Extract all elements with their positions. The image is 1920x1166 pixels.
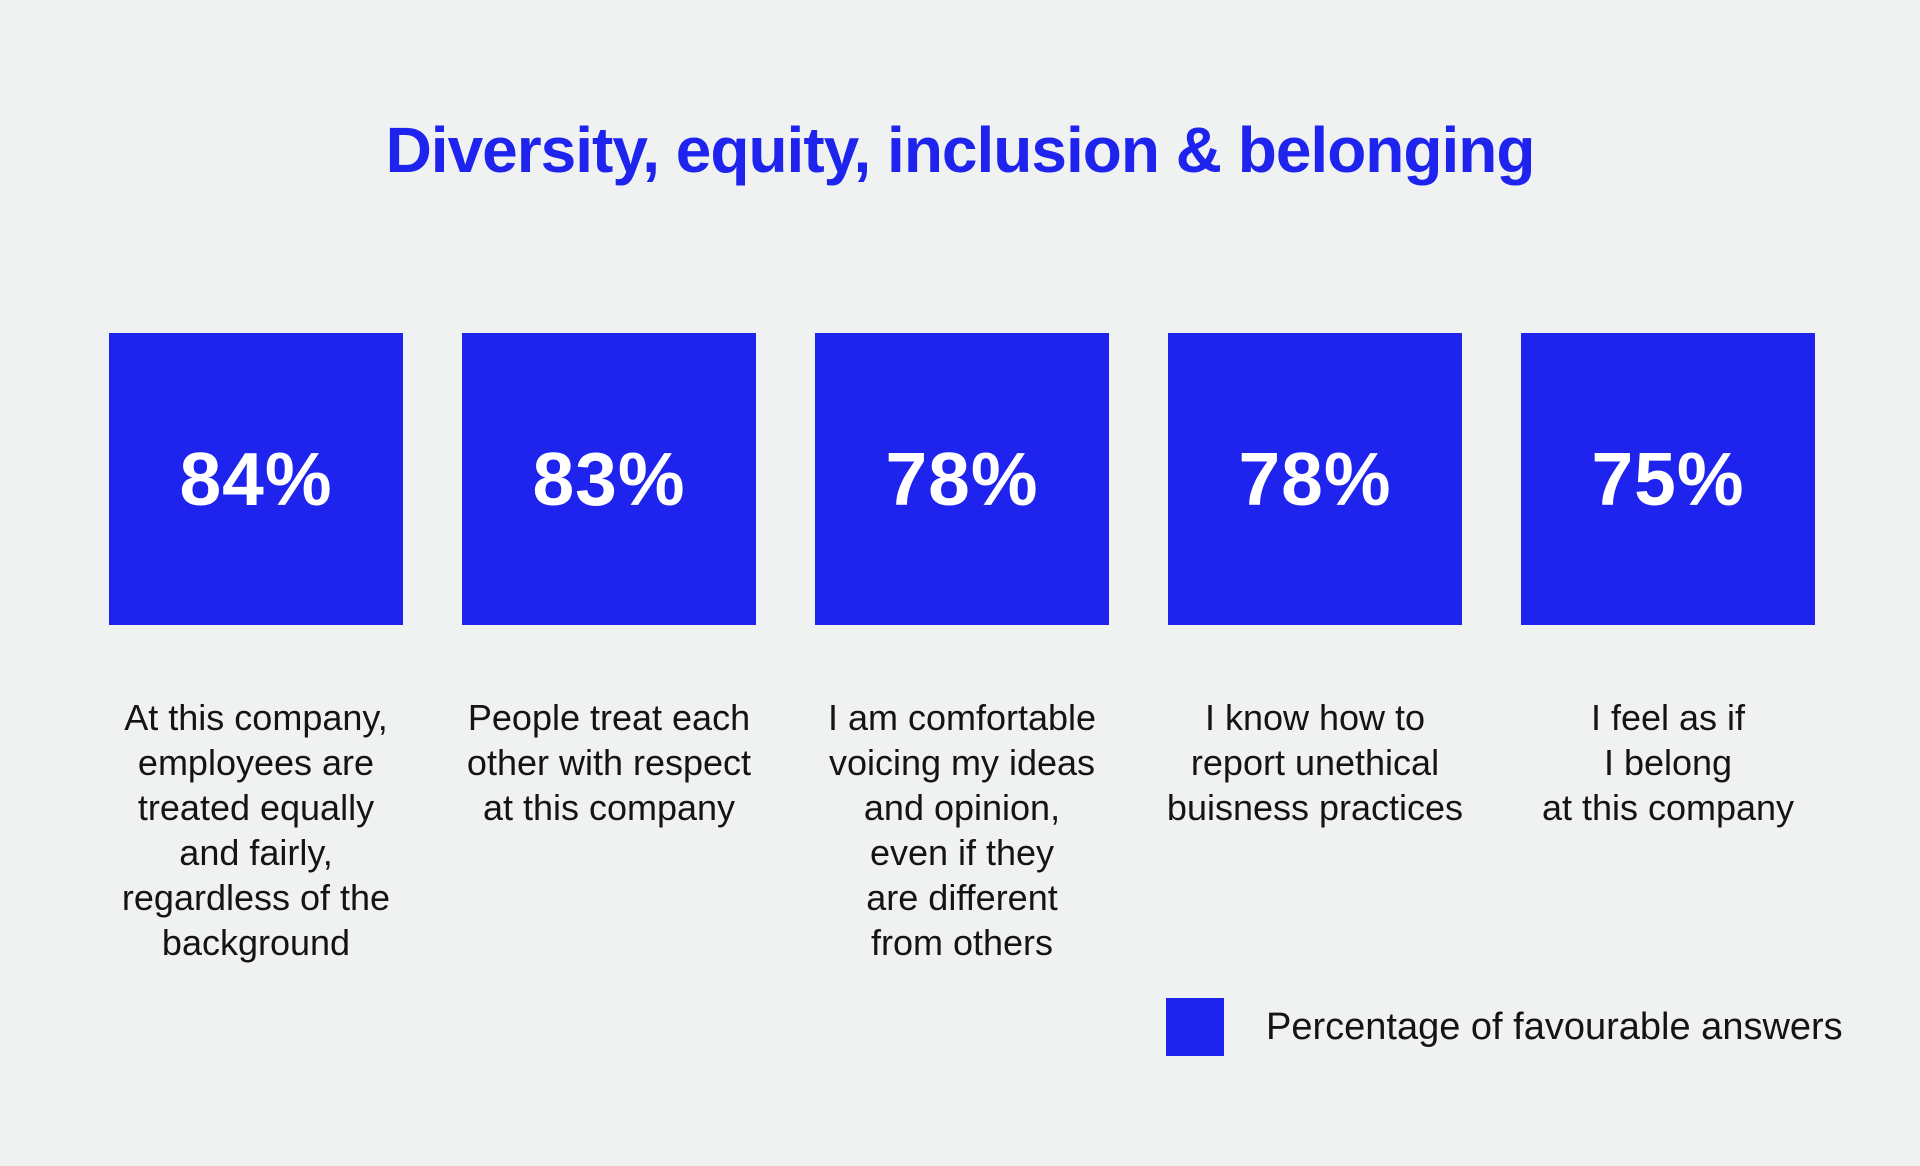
legend: Percentage of favourable answers xyxy=(1166,998,1843,1056)
stat-caption: I am comfortable voicing my ideas and op… xyxy=(827,697,1097,963)
stat-card: 75% I feel as if I belong at this compan… xyxy=(1521,333,1815,965)
stat-card: 78% I am comfortable voicing my ideas an… xyxy=(815,333,1109,965)
stat-tile: 83% xyxy=(462,333,756,625)
stat-cards-row: 84% At this company, employees are treat… xyxy=(109,333,1815,965)
stat-tile: 75% xyxy=(1521,333,1815,625)
stat-value: 78% xyxy=(1238,437,1392,521)
stat-tile: 78% xyxy=(815,333,1109,625)
stat-value: 78% xyxy=(885,437,1039,521)
stat-tile: 78% xyxy=(1168,333,1462,625)
stat-value: 84% xyxy=(179,437,333,521)
stat-value: 75% xyxy=(1591,437,1745,521)
stat-caption: People treat each other with respect at … xyxy=(466,697,752,828)
stat-caption: I know how to report unethical buisness … xyxy=(1166,697,1464,828)
stat-caption: I feel as if I belong at this company xyxy=(1541,697,1795,828)
legend-label: Percentage of favourable answers xyxy=(1266,1005,1843,1048)
chart-title: Diversity, equity, inclusion & belonging xyxy=(385,114,1536,186)
stat-value: 83% xyxy=(532,437,686,521)
stat-tile: 84% xyxy=(109,333,403,625)
legend-swatch xyxy=(1166,998,1224,1056)
stat-card: 83% People treat each other with respect… xyxy=(462,333,756,965)
stat-caption: At this company, employees are treated e… xyxy=(121,697,391,963)
stat-card: 84% At this company, employees are treat… xyxy=(109,333,403,965)
stat-card: 78% I know how to report unethical buisn… xyxy=(1167,333,1463,965)
